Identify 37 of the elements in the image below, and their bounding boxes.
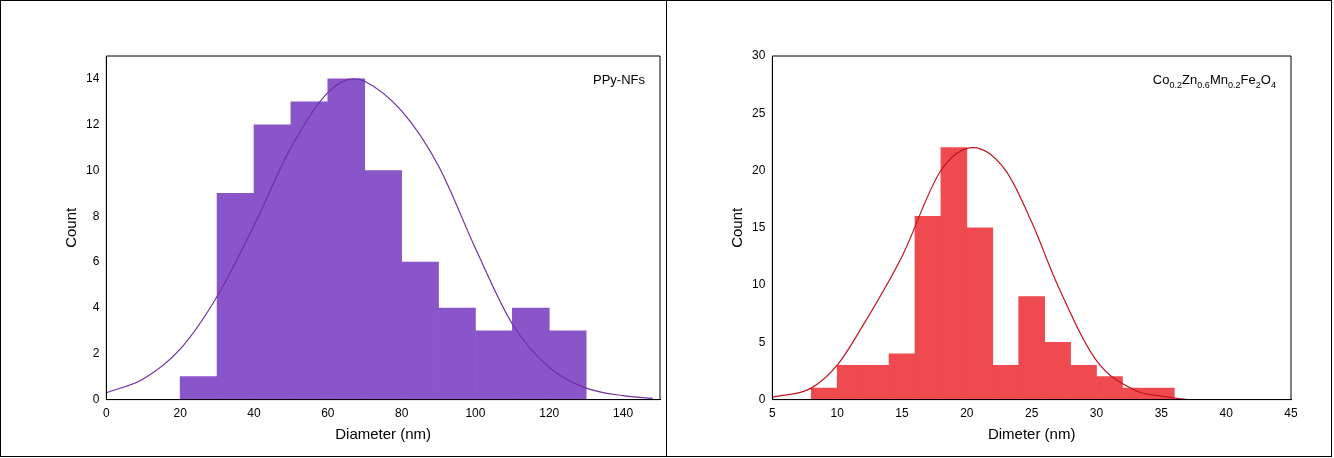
y-tick-label: 30: [751, 48, 766, 63]
x-tick-label: 80: [394, 406, 409, 421]
y-tick-label: 8: [92, 208, 100, 223]
x-tick-label: 35: [1154, 406, 1169, 421]
y-tick-label: 10: [751, 277, 766, 292]
x-axis-title: Diameter (nm): [335, 425, 432, 443]
x-tick-label: 120: [539, 406, 560, 421]
x-tick-label: 15: [895, 406, 909, 421]
x-tick-label: 140: [613, 406, 634, 421]
x-tick-label: 30: [1089, 406, 1104, 421]
x-axis-title: Dimeter (nm): [987, 425, 1076, 443]
y-axis-title: Count: [62, 206, 80, 248]
x-tick-label: 20: [960, 406, 974, 421]
x-tick-label: 5: [769, 406, 776, 421]
y-tick-label: 10: [85, 162, 100, 177]
y-tick-label: 14: [85, 71, 100, 86]
x-tick-label: 100: [465, 406, 486, 421]
x-tick-label: 25: [1024, 406, 1039, 421]
x-tick-label: 0: [103, 406, 110, 421]
y-tick-label: 6: [92, 254, 100, 269]
x-tick-label: 40: [247, 406, 261, 421]
y-tick-label: 20: [751, 162, 766, 177]
y-tick-label: 2: [92, 346, 100, 361]
x-tick-label: 10: [830, 406, 845, 421]
y-tick-label: 25: [751, 105, 766, 120]
y-axis-title: Count: [728, 206, 746, 248]
y-tick-label: 5: [758, 334, 766, 349]
x-tick-label: 20: [173, 406, 188, 421]
x-tick-label: 40: [1219, 406, 1234, 421]
y-tick-label: 12: [85, 117, 100, 132]
y-tick-label: 0: [758, 391, 766, 406]
annotation: PPy-NFs: [593, 72, 646, 87]
y-tick-label: 15: [751, 220, 766, 235]
y-tick-label: 0: [92, 391, 100, 406]
y-tick-label: 4: [92, 300, 100, 315]
x-tick-label: 60: [321, 406, 335, 421]
x-tick-label: 45: [1284, 406, 1298, 421]
